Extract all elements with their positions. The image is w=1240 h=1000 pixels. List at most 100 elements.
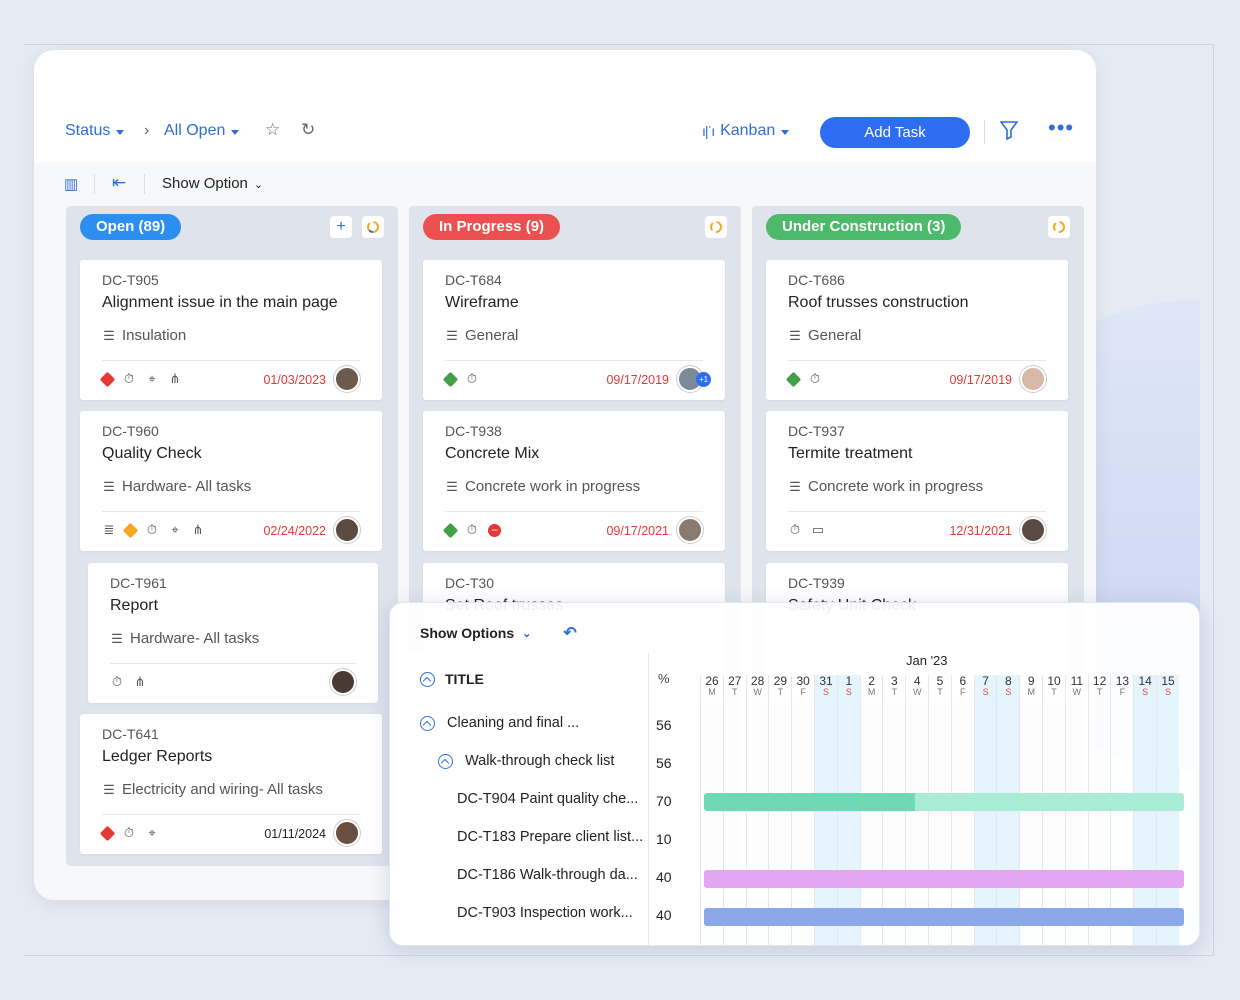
task-card[interactable]: DC-T641 Ledger Reports ☰ Electricity and … — [80, 714, 382, 854]
avatar[interactable] — [334, 366, 360, 392]
collapse-icon[interactable]: ⇤ — [112, 173, 127, 192]
undo-icon[interactable]: ↶ — [563, 625, 577, 642]
day-number: 2 — [868, 674, 875, 688]
category-label: General — [465, 327, 519, 344]
divider — [445, 360, 703, 361]
top-bar: Status › All Open ☆ ↻ ı|ˈı Kanban Add Ta… — [34, 112, 1096, 152]
tag-icon[interactable]: ⌖ — [148, 825, 156, 840]
due-date: 09/17/2019 — [606, 373, 669, 387]
timer-icon[interactable]: ⏱ — [466, 522, 478, 537]
weekday-letter: S — [982, 687, 989, 697]
avatar[interactable] — [330, 669, 356, 695]
progress-ring-icon[interactable] — [1048, 216, 1070, 238]
breadcrumb-separator-icon: › — [144, 122, 150, 139]
show-option-label: Show Option — [162, 175, 248, 192]
timer-icon[interactable]: ⏱ — [146, 522, 158, 537]
subtask-icon[interactable]: ⋔ — [169, 371, 181, 386]
chevron-down-icon: ⌄ — [253, 179, 264, 191]
task-icons: ⏱ ⌖ ⋔ — [99, 371, 182, 387]
day-number: 10 — [1047, 674, 1061, 688]
gantt-bar[interactable] — [704, 870, 1184, 888]
gantt-row[interactable]: Walk-through check list — [438, 753, 614, 769]
priority-medium-icon — [122, 522, 139, 538]
divider — [102, 360, 360, 361]
task-card[interactable]: DC-T938 Concrete Mix ☰ Concrete work in p… — [423, 411, 725, 551]
avatar[interactable] — [1020, 517, 1046, 543]
weekday-letter: T — [777, 687, 784, 697]
day-number: 13 — [1115, 674, 1130, 688]
category-label: Insulation — [122, 327, 187, 344]
task-card[interactable]: DC-T960 Quality Check ☰ Hardware- All tas… — [80, 411, 382, 551]
gantt-bar[interactable] — [704, 793, 1184, 811]
expand-toggle-icon[interactable] — [420, 715, 435, 731]
chevron-down-icon: ⌄ — [522, 627, 532, 640]
refresh-icon[interactable]: ↻ — [301, 120, 316, 139]
star-icon[interactable]: ☆ — [265, 120, 281, 139]
avatar[interactable] — [677, 517, 703, 543]
show-option-dropdown[interactable]: Show Option ⌄ — [162, 175, 263, 192]
gantt-row[interactable]: Cleaning and final ... — [420, 715, 579, 731]
timer-icon[interactable]: ⏱ — [466, 371, 478, 386]
task-id: DC-T905 — [102, 272, 159, 288]
extra-assignees-badge[interactable]: +1 — [696, 372, 711, 387]
divider — [110, 663, 356, 664]
subtask-icon[interactable]: ⋔ — [134, 674, 146, 689]
add-task-button[interactable]: Add Task — [820, 117, 970, 148]
task-icons: ≣ ⏱ ⌖ ⋔ — [102, 522, 205, 538]
subtask-icon[interactable]: ⋔ — [192, 522, 204, 537]
weekday-letter: F — [1119, 687, 1126, 697]
avatar[interactable] — [334, 517, 360, 543]
divider — [102, 814, 360, 815]
weekday-letter: M — [867, 687, 876, 697]
timer-icon[interactable]: ⏱ — [111, 674, 123, 689]
column-settings-icon[interactable]: ▥ — [64, 176, 79, 193]
tag-icon[interactable]: ⌖ — [171, 522, 179, 537]
progress-ring-icon[interactable] — [362, 216, 384, 238]
divider — [102, 511, 360, 512]
task-title: Roof trusses construction — [788, 294, 969, 311]
timer-icon[interactable]: ⏱ — [789, 522, 801, 537]
day-number: 5 — [936, 674, 944, 688]
title-header[interactable]: TITLE — [420, 671, 484, 687]
comment-icon[interactable]: ▭ — [811, 522, 825, 537]
gantt-row[interactable]: DC-T904 Paint quality che... — [457, 791, 638, 807]
stack-icon[interactable]: ≣ — [103, 522, 115, 537]
expand-toggle-icon[interactable] — [438, 753, 453, 769]
view-filter-dropdown[interactable]: All Open — [164, 122, 240, 140]
task-title: Alignment issue in the main page — [102, 294, 338, 311]
progress-ring-icon[interactable] — [705, 216, 727, 238]
task-card[interactable]: DC-T905 Alignment issue in the main page… — [80, 260, 382, 400]
avatar[interactable] — [1020, 366, 1046, 392]
list-icon: ☰ — [789, 327, 801, 343]
timer-icon[interactable]: ⏱ — [123, 371, 135, 386]
task-category: ☰ Electricity and wiring- All tasks — [102, 781, 323, 798]
month-label: Jan '23 — [906, 653, 948, 668]
weekday-letter: M — [1027, 687, 1035, 697]
more-options-icon[interactable]: ••• — [1048, 115, 1075, 140]
timer-icon[interactable]: ⏱ — [123, 825, 135, 840]
filter-icon[interactable] — [999, 120, 1019, 145]
tag-icon[interactable]: ⌖ — [148, 371, 156, 386]
task-card[interactable]: DC-T686 Roof trusses construction ☰ Gener… — [766, 260, 1068, 400]
task-card[interactable]: DC-T684 Wireframe ☰ General ⏱ 09/17/2019 … — [423, 260, 725, 400]
gantt-row[interactable]: DC-T183 Prepare client list... — [457, 829, 643, 845]
day-number: 1 — [845, 674, 853, 688]
avatar[interactable] — [334, 820, 360, 846]
gantt-row[interactable]: DC-T903 Inspection work... — [457, 905, 633, 921]
task-icons: ⏱ — [442, 371, 479, 387]
priority-low-icon — [442, 371, 459, 387]
gantt-row[interactable]: DC-T186 Walk-through da... — [457, 867, 638, 883]
collapse-all-icon[interactable] — [420, 671, 435, 687]
gantt-bar[interactable] — [704, 908, 1184, 926]
task-card[interactable]: DC-T937 Termite treatment ☰ Concrete work… — [766, 411, 1068, 551]
divider — [788, 360, 1046, 361]
show-options-dropdown[interactable]: Show Options ⌄ ↶ — [420, 623, 577, 643]
task-card[interactable]: DC-T961 Report ☰ Hardware- All tasks ⏱ ⋔ — [88, 563, 378, 703]
view-switcher[interactable]: ı|ˈı Kanban — [702, 122, 790, 140]
task-title: Wireframe — [445, 294, 519, 311]
status-dropdown[interactable]: Status — [65, 122, 125, 140]
due-date: 12/31/2021 — [949, 524, 1012, 538]
add-card-icon[interactable]: + — [330, 216, 352, 238]
weekday-letter: T — [1051, 687, 1057, 697]
timer-icon[interactable]: ⏱ — [809, 371, 821, 386]
